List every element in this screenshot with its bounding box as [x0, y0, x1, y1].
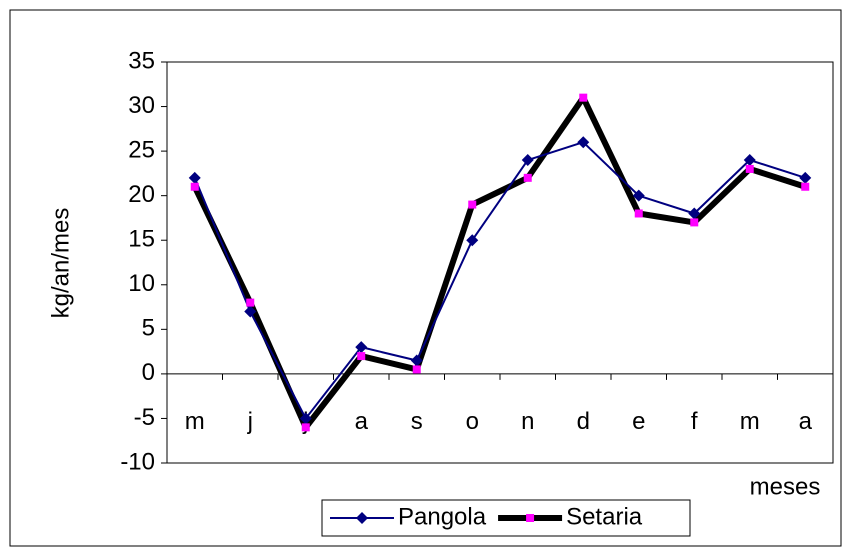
x-tick-label: n — [521, 408, 534, 435]
x-tick-label: o — [466, 408, 479, 435]
marker — [745, 164, 754, 173]
marker — [526, 514, 535, 522]
marker — [743, 154, 756, 167]
marker — [299, 412, 312, 425]
marker — [523, 173, 532, 182]
marker — [301, 423, 310, 432]
marker — [521, 154, 534, 167]
marker — [356, 512, 368, 524]
x-tick-label: m — [740, 408, 760, 435]
marker — [357, 352, 366, 361]
marker — [412, 365, 421, 374]
marker — [246, 298, 255, 307]
marker — [801, 182, 810, 191]
marker — [190, 182, 199, 191]
y-tick-label: 5 — [142, 315, 155, 342]
marker — [410, 354, 423, 367]
x-tick-label: e — [632, 408, 645, 435]
marker — [577, 136, 590, 149]
y-tick-label: 35 — [128, 47, 155, 74]
y-tick-label: 10 — [128, 270, 155, 297]
y-tick-label: 20 — [128, 181, 155, 208]
marker — [799, 171, 812, 184]
y-tick-label: -5 — [134, 404, 155, 431]
marker — [188, 171, 201, 184]
marker — [690, 218, 699, 227]
marker — [634, 209, 643, 218]
y-tick-label: 25 — [128, 136, 155, 163]
marker — [466, 234, 479, 247]
series-line — [193, 141, 806, 420]
marker — [632, 189, 645, 202]
marker — [355, 341, 368, 354]
x-tick-label: d — [577, 408, 590, 435]
legend-label: Pangola — [398, 503, 487, 530]
y-axis-label: kg/an/mes — [47, 208, 74, 319]
marker — [579, 93, 588, 102]
marker — [688, 207, 701, 220]
x-tick-label: a — [355, 408, 369, 435]
marker — [244, 305, 257, 318]
x-tick-label: f — [691, 408, 698, 435]
y-tick-label: 0 — [142, 359, 155, 386]
x-tick-label: s — [411, 408, 423, 435]
x-tick-label: j — [247, 408, 253, 435]
y-tick-label: 15 — [128, 226, 155, 253]
series-line — [192, 94, 807, 431]
marker — [468, 200, 477, 209]
legend-label: Setaria — [566, 503, 643, 530]
plot-area — [166, 61, 834, 464]
y-tick-label: 30 — [128, 92, 155, 119]
y-tick-label: -10 — [120, 448, 155, 475]
x-axis-label: meses — [750, 473, 821, 500]
x-tick-label: m — [185, 408, 205, 435]
x-tick-label: a — [799, 408, 813, 435]
